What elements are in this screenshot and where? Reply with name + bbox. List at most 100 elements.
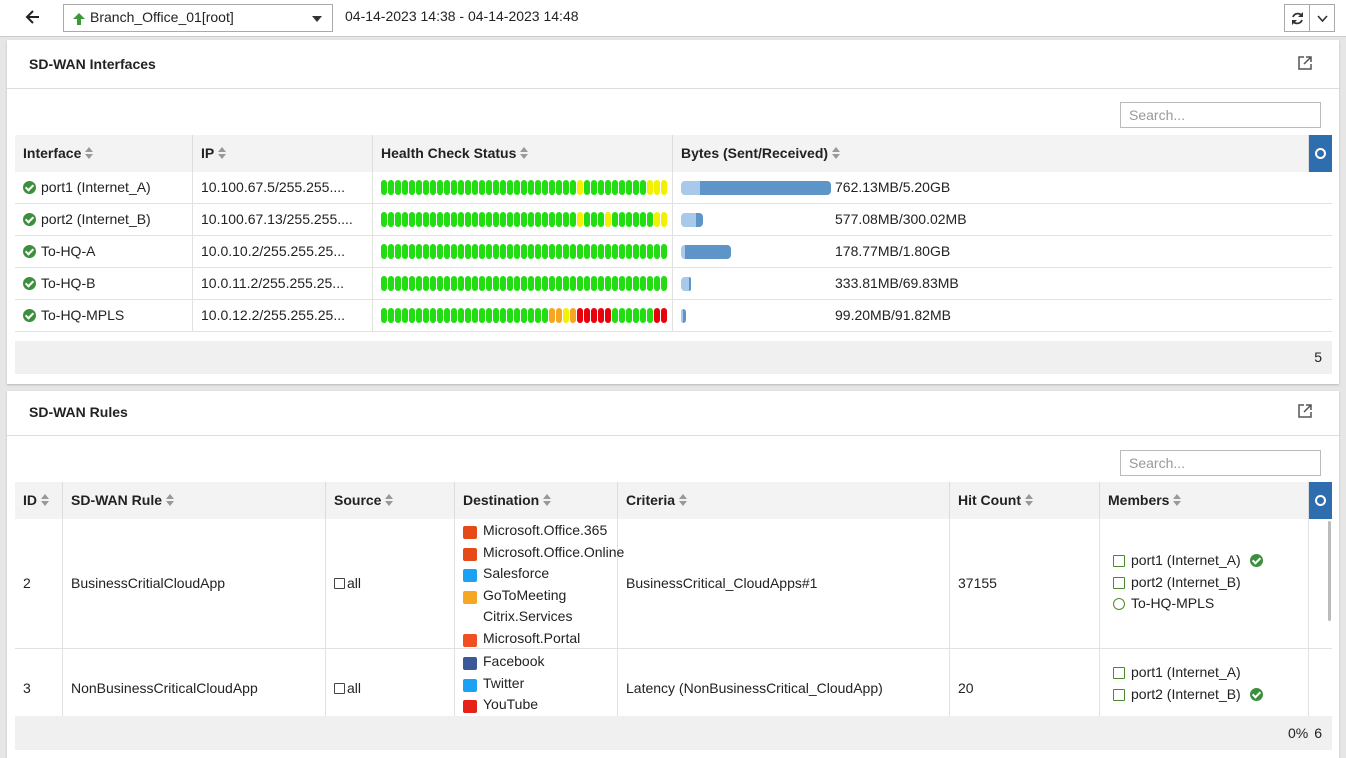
destination: GoToMeeting (483, 586, 567, 603)
interfaces-panel: SD-WAN Interfaces Search... (7, 40, 1339, 384)
health-pill (472, 308, 478, 323)
expand-button[interactable] (1297, 55, 1313, 71)
settings-button[interactable] (1309, 482, 1332, 519)
health-pill (654, 244, 660, 259)
health-pill (395, 244, 401, 259)
member-name: port2 (Internet_B) (1131, 685, 1241, 702)
health-pill (563, 276, 569, 291)
back-button[interactable] (24, 8, 42, 26)
more-button[interactable] (1309, 4, 1335, 32)
member-icon (1113, 688, 1125, 701)
source-cell (326, 519, 455, 649)
column-header[interactable]: Interface (15, 135, 193, 172)
dropdown-caret (312, 16, 322, 22)
health-pill (633, 308, 639, 323)
column-header[interactable]: Destination (455, 482, 618, 519)
health-pill (423, 244, 429, 259)
health-pill (640, 276, 646, 291)
device-name: Branch_Office_01[root] (90, 9, 234, 25)
search-input[interactable]: Search... (1120, 450, 1321, 476)
health-pill (542, 180, 548, 195)
health-pill (577, 212, 583, 227)
bytes-label: 178.77MB/1.80GB (835, 243, 951, 259)
health-pill (430, 308, 436, 323)
health-pill (661, 276, 667, 291)
health-pill (661, 180, 667, 195)
column-header[interactable]: Criteria (618, 482, 950, 519)
health-pill (381, 276, 387, 291)
bytes-sent-bar (681, 277, 690, 291)
health-pill (549, 276, 555, 291)
refresh-button[interactable] (1284, 4, 1310, 32)
health-pill (640, 308, 646, 323)
health-pill (437, 276, 443, 291)
health-pill (521, 212, 527, 227)
health-pill (661, 212, 667, 227)
destination: Microsoft.Portal (483, 629, 581, 646)
expand-button[interactable] (1297, 403, 1313, 419)
interface-name: To-HQ-A (41, 243, 96, 259)
health-pill (437, 308, 443, 323)
health-pill (479, 212, 485, 227)
health-pill (577, 276, 583, 291)
health-pill (654, 212, 660, 227)
health-pill (486, 244, 492, 259)
status-icon (23, 181, 36, 194)
device-dropdown[interactable]: Branch_Office_01[root] (63, 4, 333, 32)
health-pill (556, 212, 562, 227)
status-icon (23, 245, 36, 258)
column-header[interactable]: Health Check Status (373, 135, 673, 172)
status-icon (23, 309, 36, 322)
sort-icon (543, 494, 552, 506)
health-pill (584, 180, 590, 195)
settings-button[interactable] (1309, 135, 1332, 172)
health-pill (500, 308, 506, 323)
health-pill (465, 276, 471, 291)
interface-cell: To-HQ-A (15, 236, 193, 268)
column-header[interactable]: Bytes (Sent/Received) (673, 135, 1309, 172)
table-row (15, 204, 1332, 236)
interface-name: port2 (Internet_B) (41, 211, 151, 227)
health-pill (423, 308, 429, 323)
health-pill (584, 244, 590, 259)
health-pill (444, 308, 450, 323)
interface-name: To-HQ-MPLS (41, 307, 125, 323)
panel-title: SD-WAN Interfaces (29, 56, 156, 72)
search-input[interactable]: Search... (1120, 102, 1321, 128)
sort-icon (832, 147, 841, 159)
health-pill (507, 244, 513, 259)
column-title: Hit Count (958, 492, 1021, 508)
member-name: port1 (Internet_A) (1131, 552, 1241, 568)
health-pill (493, 308, 499, 323)
column-header[interactable]: Hit Count (950, 482, 1100, 519)
health-pill (612, 180, 618, 195)
health-pill (654, 308, 660, 323)
health-pill (647, 276, 653, 291)
health-pill (437, 212, 443, 227)
health-pill (626, 276, 632, 291)
health-pill (381, 212, 387, 227)
health-pill (556, 276, 562, 291)
health-pill (416, 180, 422, 195)
health-pill (619, 308, 625, 323)
health-pill (458, 180, 464, 195)
member: port2 (Internet_B) (1131, 686, 1263, 702)
id: 3 (23, 680, 31, 696)
health-pill (661, 308, 667, 323)
health-pill (528, 308, 534, 323)
row-count: 6 (1314, 725, 1322, 741)
health-pill (444, 180, 450, 195)
column-header[interactable]: Source (326, 482, 455, 519)
column-header[interactable]: Members (1100, 482, 1309, 519)
health-pill (633, 180, 639, 195)
column-header[interactable]: ID (15, 482, 63, 519)
status-icon (23, 213, 36, 226)
column-header[interactable]: SD-WAN Rule (63, 482, 326, 519)
sort-icon (520, 147, 529, 159)
health-pill (633, 276, 639, 291)
selected-icon (1249, 687, 1263, 701)
health-pill (556, 180, 562, 195)
column-header[interactable]: IP (193, 135, 373, 172)
health-pill (521, 244, 527, 259)
criteria-cell (618, 519, 950, 649)
